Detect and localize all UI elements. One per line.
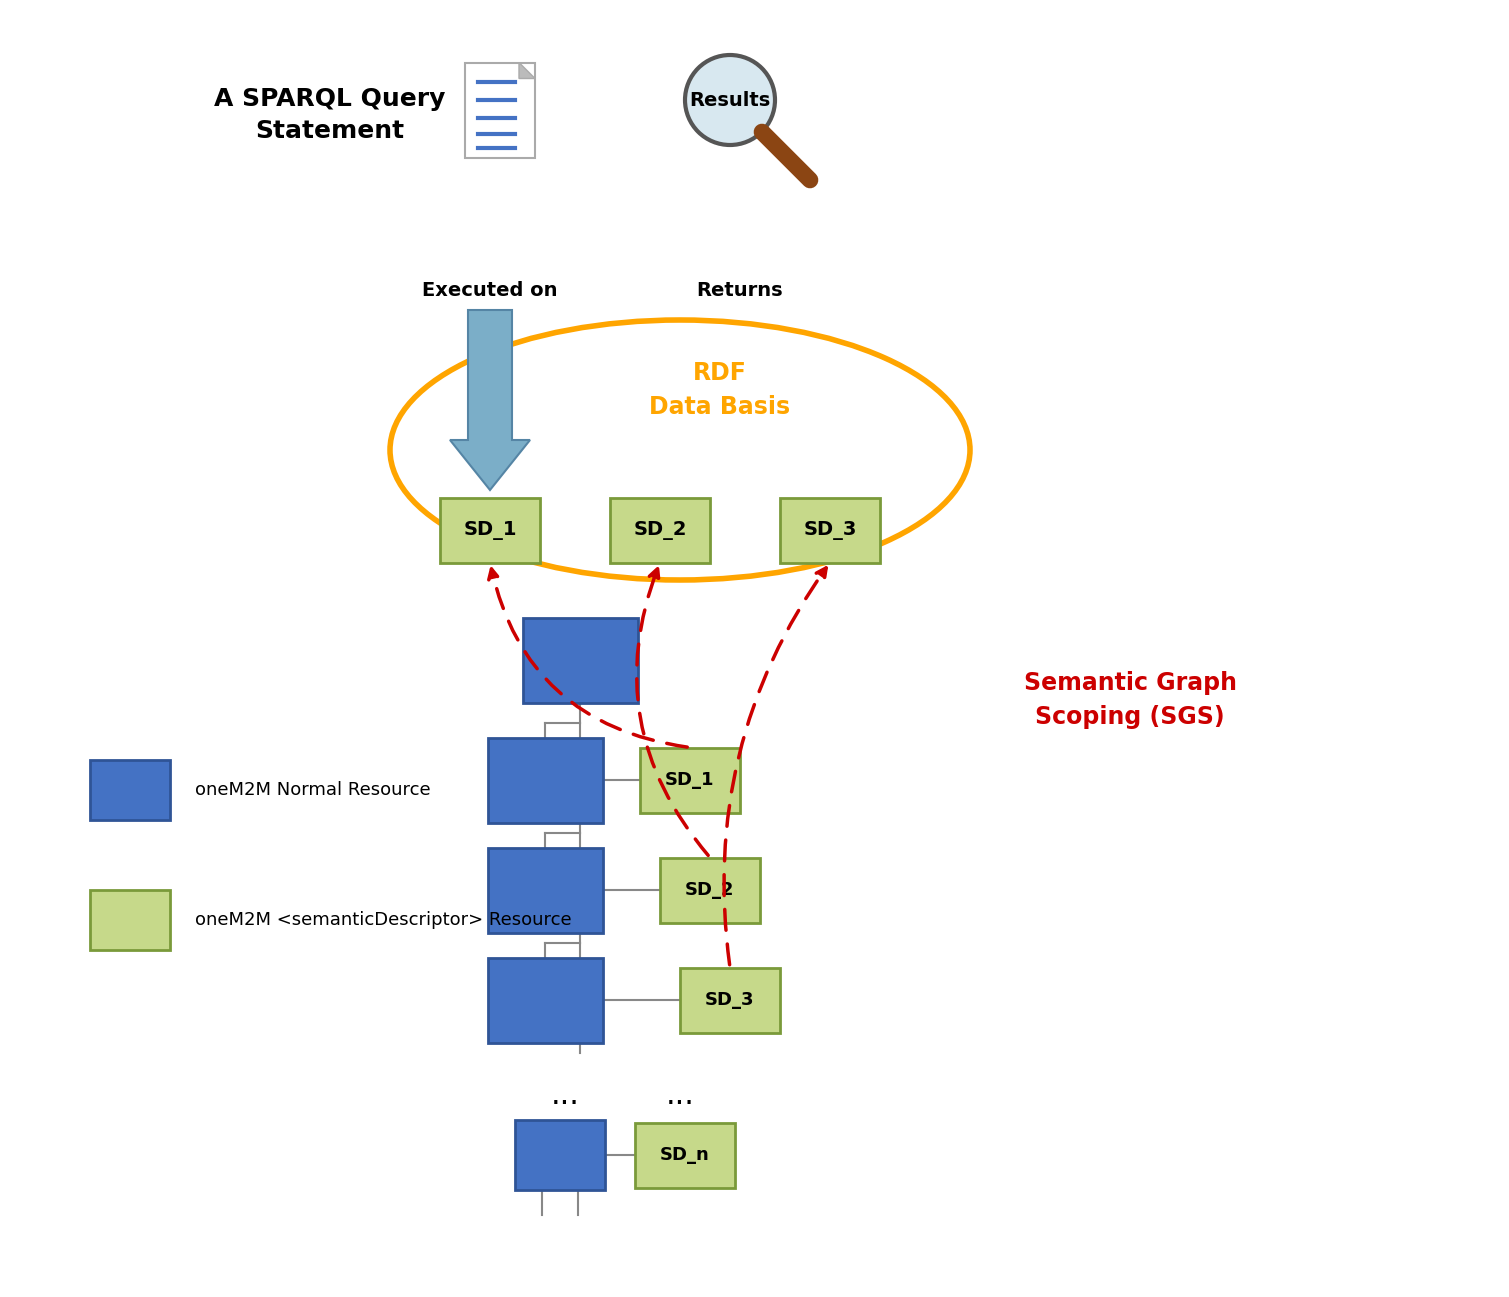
Text: ...: ... (551, 1080, 579, 1109)
FancyBboxPatch shape (465, 62, 536, 157)
FancyBboxPatch shape (487, 957, 602, 1043)
Text: SD_2: SD_2 (685, 881, 735, 899)
Text: oneM2M Normal Resource: oneM2M Normal Resource (195, 781, 430, 799)
Polygon shape (450, 310, 530, 490)
FancyBboxPatch shape (487, 738, 602, 822)
Text: SD_n: SD_n (659, 1147, 709, 1163)
Text: A SPARQL Query
Statement: A SPARQL Query Statement (214, 87, 445, 143)
Text: SD_3: SD_3 (705, 991, 754, 1009)
Text: SD_3: SD_3 (803, 520, 857, 540)
FancyBboxPatch shape (640, 747, 739, 812)
FancyBboxPatch shape (681, 968, 780, 1032)
FancyBboxPatch shape (515, 1121, 605, 1191)
FancyBboxPatch shape (91, 760, 171, 820)
FancyBboxPatch shape (780, 498, 880, 563)
Text: Executed on: Executed on (423, 280, 558, 300)
Text: SD_1: SD_1 (463, 520, 516, 540)
FancyBboxPatch shape (487, 847, 602, 933)
Text: Results: Results (690, 91, 771, 109)
Text: RDF
Data Basis: RDF Data Basis (649, 362, 791, 419)
Circle shape (685, 54, 776, 145)
Text: ...: ... (665, 1080, 694, 1109)
Polygon shape (519, 62, 536, 79)
Text: Semantic Graph
Scoping (SGS): Semantic Graph Scoping (SGS) (1023, 672, 1236, 729)
FancyBboxPatch shape (441, 498, 540, 563)
Text: SD_1: SD_1 (665, 770, 715, 789)
FancyBboxPatch shape (610, 498, 711, 563)
FancyBboxPatch shape (659, 857, 761, 922)
FancyBboxPatch shape (522, 617, 637, 703)
Text: oneM2M <semanticDescriptor> Resource: oneM2M <semanticDescriptor> Resource (195, 910, 572, 929)
FancyBboxPatch shape (91, 890, 171, 949)
Text: SD_2: SD_2 (634, 520, 687, 540)
FancyBboxPatch shape (635, 1122, 735, 1188)
Text: Returns: Returns (697, 280, 783, 300)
